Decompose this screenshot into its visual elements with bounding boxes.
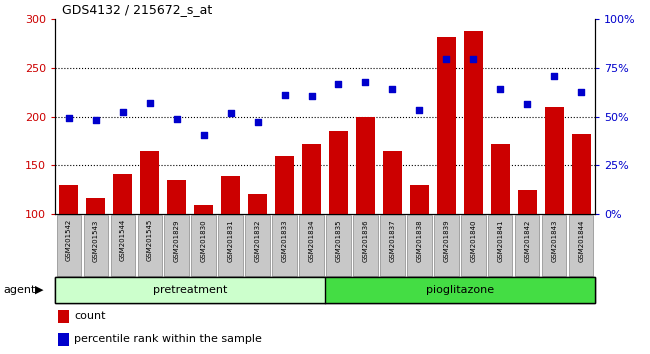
Bar: [545, 107, 564, 214]
Text: ▶: ▶: [34, 285, 44, 295]
Bar: [491, 144, 510, 214]
Text: GSM201833: GSM201833: [281, 219, 287, 262]
Bar: [434, 215, 458, 275]
Point: [360, 79, 370, 85]
Bar: [272, 215, 296, 275]
Bar: [354, 215, 378, 275]
Text: GSM201844: GSM201844: [578, 219, 584, 262]
Text: GSM201843: GSM201843: [551, 219, 557, 262]
Bar: [408, 215, 432, 275]
Bar: [55, 277, 325, 303]
Text: GSM201544: GSM201544: [120, 219, 125, 261]
Bar: [572, 135, 591, 214]
Point: [252, 119, 263, 125]
Bar: [246, 215, 270, 275]
Text: GSM201835: GSM201835: [335, 219, 341, 262]
Bar: [300, 215, 324, 275]
Point: [414, 107, 424, 113]
Text: GDS4132 / 215672_s_at: GDS4132 / 215672_s_at: [62, 3, 212, 16]
Bar: [58, 310, 69, 323]
Bar: [138, 215, 162, 275]
Bar: [140, 151, 159, 214]
Text: pretreatment: pretreatment: [153, 285, 228, 295]
Text: GSM201829: GSM201829: [174, 219, 179, 262]
Point: [90, 117, 101, 122]
Bar: [380, 215, 404, 275]
Bar: [58, 333, 69, 346]
Text: GSM201832: GSM201832: [255, 219, 261, 262]
Bar: [329, 131, 348, 214]
Text: pioglitazone: pioglitazone: [426, 285, 494, 295]
Point: [333, 81, 344, 87]
Bar: [383, 151, 402, 214]
Point: [280, 93, 290, 98]
Text: agent: agent: [3, 285, 36, 295]
Bar: [326, 215, 350, 275]
Bar: [167, 180, 186, 214]
Bar: [194, 205, 213, 214]
Point: [226, 110, 236, 116]
Point: [118, 109, 128, 115]
Bar: [302, 144, 321, 214]
Bar: [542, 215, 566, 275]
Bar: [410, 185, 429, 214]
Text: GSM201830: GSM201830: [201, 219, 207, 262]
Bar: [59, 185, 78, 214]
Bar: [462, 215, 486, 275]
Bar: [356, 117, 375, 214]
Bar: [221, 176, 240, 214]
Text: GSM201545: GSM201545: [147, 219, 153, 261]
Point: [495, 86, 506, 91]
Text: GSM201834: GSM201834: [309, 219, 315, 262]
Point: [198, 132, 209, 138]
Point: [306, 93, 317, 99]
Text: GSM201842: GSM201842: [525, 219, 530, 262]
Text: GSM201839: GSM201839: [443, 219, 449, 262]
Text: GSM201837: GSM201837: [389, 219, 395, 262]
Bar: [437, 37, 456, 214]
Point: [144, 101, 155, 106]
Bar: [518, 190, 537, 214]
Point: [387, 86, 398, 91]
Bar: [488, 215, 512, 275]
Point: [468, 57, 478, 62]
Point: [172, 116, 182, 122]
Point: [64, 115, 74, 121]
Point: [549, 73, 560, 79]
Text: GSM201543: GSM201543: [93, 219, 99, 262]
Bar: [275, 156, 294, 214]
Text: percentile rank within the sample: percentile rank within the sample: [74, 335, 262, 344]
Text: GSM201838: GSM201838: [417, 219, 423, 262]
Bar: [515, 215, 540, 275]
Point: [522, 101, 532, 107]
Bar: [113, 174, 132, 214]
Bar: [218, 215, 242, 275]
Text: GSM201836: GSM201836: [363, 219, 369, 262]
Point: [576, 89, 586, 95]
Text: GSM201840: GSM201840: [471, 219, 476, 262]
Text: count: count: [74, 312, 106, 321]
Bar: [248, 194, 267, 214]
Bar: [164, 215, 188, 275]
Point: [441, 57, 452, 62]
Bar: [192, 215, 216, 275]
Bar: [569, 215, 593, 275]
Text: GSM201831: GSM201831: [227, 219, 233, 262]
Bar: [111, 215, 135, 275]
Bar: [464, 31, 483, 214]
Bar: [325, 277, 595, 303]
Text: GSM201841: GSM201841: [497, 219, 503, 262]
Text: GSM201542: GSM201542: [66, 219, 72, 261]
Bar: [86, 198, 105, 214]
Bar: [57, 215, 81, 275]
Bar: [84, 215, 108, 275]
